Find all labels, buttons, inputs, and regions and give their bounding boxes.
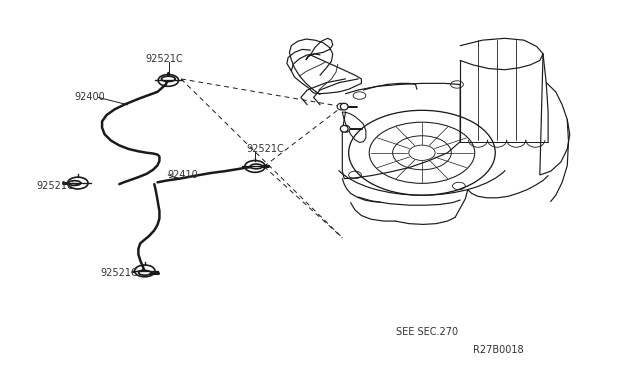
Ellipse shape (342, 125, 350, 132)
Text: 92521C: 92521C (246, 144, 284, 154)
Text: R27B0018: R27B0018 (473, 345, 524, 355)
Text: 92521C: 92521C (100, 268, 138, 278)
Ellipse shape (68, 181, 81, 185)
Circle shape (409, 145, 435, 160)
Ellipse shape (340, 103, 348, 110)
Ellipse shape (250, 164, 262, 169)
Text: SEE SEC.270: SEE SEC.270 (396, 327, 459, 337)
Ellipse shape (161, 76, 175, 81)
Text: 92410: 92410 (167, 170, 198, 180)
Ellipse shape (340, 125, 348, 132)
Ellipse shape (139, 270, 151, 275)
Text: 92521C: 92521C (36, 181, 74, 191)
Text: 92521C: 92521C (145, 54, 183, 64)
Text: 92400: 92400 (75, 92, 106, 102)
Ellipse shape (337, 103, 345, 110)
